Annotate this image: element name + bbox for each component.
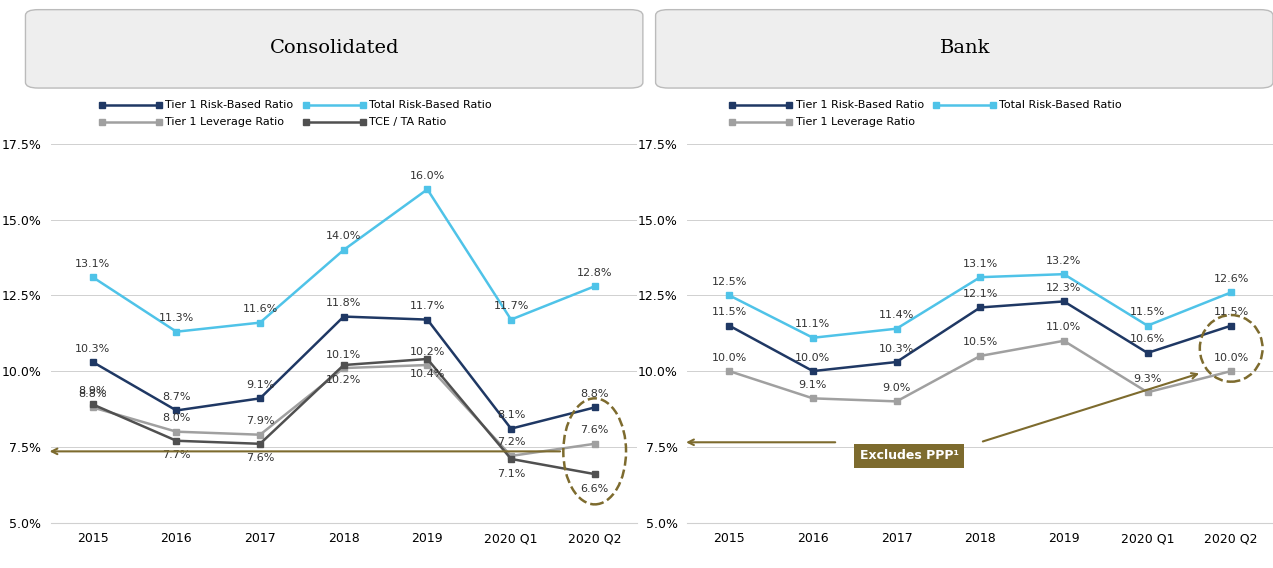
Text: 12.1%: 12.1% — [962, 289, 998, 299]
Text: Tier 1 Risk-Based Ratio: Tier 1 Risk-Based Ratio — [796, 100, 924, 110]
Text: 12.8%: 12.8% — [577, 268, 612, 278]
Text: 14.0%: 14.0% — [326, 231, 362, 241]
Text: 12.3%: 12.3% — [1046, 283, 1082, 293]
Text: Tier 1 Risk-Based Ratio: Tier 1 Risk-Based Ratio — [165, 100, 294, 110]
Text: 11.1%: 11.1% — [796, 319, 830, 329]
Text: Bank: Bank — [939, 39, 990, 57]
Text: 11.5%: 11.5% — [1213, 307, 1249, 317]
Text: Total Risk-Based Ratio: Total Risk-Based Ratio — [999, 100, 1122, 110]
Text: 11.7%: 11.7% — [410, 301, 446, 311]
Text: 7.9%: 7.9% — [246, 416, 274, 426]
Text: 11.5%: 11.5% — [1130, 307, 1165, 317]
Text: 10.0%: 10.0% — [796, 353, 830, 362]
Text: 10.6%: 10.6% — [1130, 335, 1165, 344]
Text: 7.6%: 7.6% — [246, 453, 274, 463]
Text: Excludes PPP¹: Excludes PPP¹ — [859, 449, 959, 462]
Text: 9.1%: 9.1% — [246, 380, 274, 390]
Text: 12.5%: 12.5% — [712, 277, 747, 287]
Text: 13.1%: 13.1% — [962, 258, 998, 269]
Text: 11.7%: 11.7% — [494, 301, 528, 311]
Text: 10.4%: 10.4% — [410, 369, 446, 379]
Text: 8.8%: 8.8% — [79, 389, 107, 399]
Text: 8.9%: 8.9% — [79, 386, 107, 396]
Text: 10.0%: 10.0% — [712, 353, 747, 362]
Text: 9.1%: 9.1% — [798, 380, 827, 390]
Text: 10.3%: 10.3% — [75, 344, 111, 353]
Text: TCE / TA Ratio: TCE / TA Ratio — [369, 117, 447, 127]
Text: 11.6%: 11.6% — [242, 304, 278, 314]
Text: 16.0%: 16.0% — [410, 171, 446, 181]
Text: Tier 1 Leverage Ratio: Tier 1 Leverage Ratio — [796, 117, 914, 127]
Text: 9.0%: 9.0% — [882, 383, 910, 393]
Text: 13.1%: 13.1% — [75, 258, 111, 269]
Text: 10.1%: 10.1% — [326, 349, 362, 360]
Text: 13.2%: 13.2% — [1046, 256, 1082, 266]
Text: 10.2%: 10.2% — [410, 346, 446, 357]
Text: 7.2%: 7.2% — [496, 437, 526, 448]
Text: Tier 1 Leverage Ratio: Tier 1 Leverage Ratio — [165, 117, 284, 127]
Text: 10.2%: 10.2% — [326, 375, 362, 385]
Text: Consolidated: Consolidated — [270, 39, 400, 57]
Text: 10.0%: 10.0% — [1213, 353, 1249, 362]
Text: 11.8%: 11.8% — [326, 298, 362, 308]
Text: 12.6%: 12.6% — [1213, 274, 1249, 284]
Text: 7.7%: 7.7% — [162, 450, 191, 461]
Text: 8.7%: 8.7% — [162, 392, 191, 402]
Text: 11.3%: 11.3% — [159, 313, 193, 323]
Text: 11.4%: 11.4% — [878, 310, 914, 320]
Text: 7.6%: 7.6% — [580, 425, 608, 435]
Text: 8.1%: 8.1% — [496, 410, 526, 420]
Text: 10.3%: 10.3% — [878, 344, 914, 353]
Text: 11.5%: 11.5% — [712, 307, 747, 317]
Text: 8.0%: 8.0% — [162, 413, 191, 423]
Text: 6.6%: 6.6% — [580, 484, 608, 494]
Text: 9.3%: 9.3% — [1133, 374, 1162, 384]
Text: 11.0%: 11.0% — [1046, 322, 1082, 332]
Text: 10.5%: 10.5% — [962, 337, 998, 348]
Text: 7.1%: 7.1% — [496, 469, 526, 479]
Text: 8.8%: 8.8% — [580, 389, 608, 399]
Text: Total Risk-Based Ratio: Total Risk-Based Ratio — [369, 100, 491, 110]
